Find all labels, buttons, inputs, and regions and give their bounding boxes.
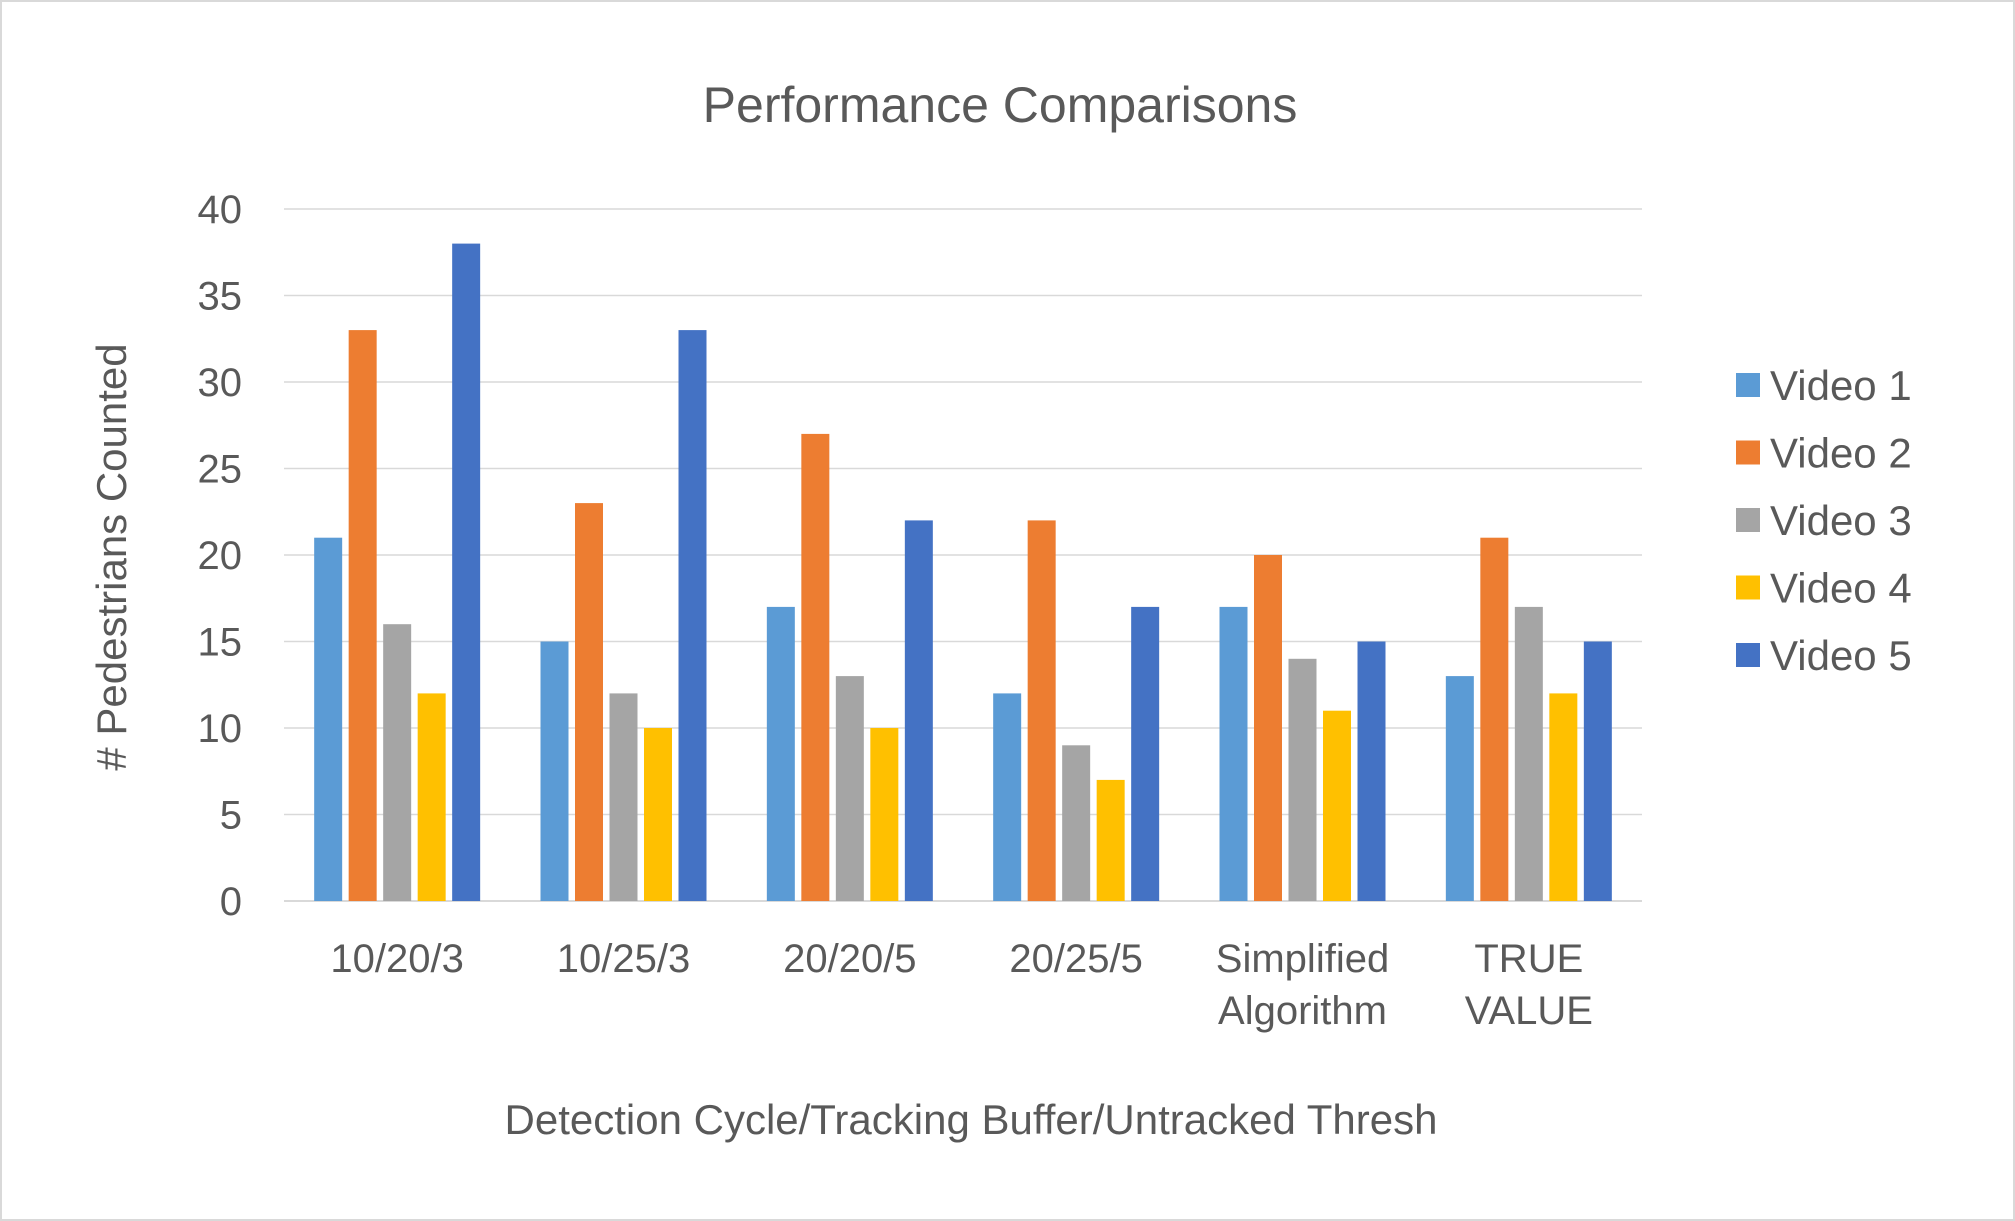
y-tick-label: 0	[220, 880, 242, 924]
y-axis-title: # Pedestrians Counted	[88, 343, 135, 770]
bar-video-2	[1027, 520, 1056, 901]
bar-video-3	[383, 624, 412, 901]
bar-video-4	[870, 728, 899, 901]
x-tick-label: 20/25/5	[1009, 937, 1142, 981]
bar-video-5	[904, 520, 933, 901]
gridlines	[284, 208, 1642, 902]
y-axis-ticks: 0 5 10 15 20 25 30 35 40	[198, 188, 243, 924]
bar-video-1	[540, 641, 569, 901]
legend-swatch	[1736, 575, 1760, 600]
x-tick-label: 10/25/3	[557, 937, 690, 981]
bar-video-2	[1480, 537, 1509, 901]
legend-label: Video 4	[1770, 565, 1912, 612]
bar-video-4	[1549, 693, 1578, 901]
legend-label: Video 5	[1770, 632, 1912, 679]
bar-video-3	[835, 676, 864, 901]
bar-video-1	[1219, 606, 1248, 901]
bar-video-1	[314, 537, 343, 901]
legend-swatch	[1736, 373, 1760, 397]
bar-video-5	[1583, 641, 1612, 901]
x-axis-category-labels: 10/20/3 10/25/3 20/20/5 20/25/5 Simplified Al…	[330, 937, 1593, 1033]
y-tick-label: 40	[198, 188, 243, 232]
bar-video-2	[1254, 555, 1282, 901]
bar-video-5	[452, 243, 481, 902]
bar-video-3	[1062, 745, 1091, 901]
bar-video-4	[1096, 779, 1125, 901]
y-tick-label: 25	[198, 448, 243, 492]
y-tick-label: 35	[198, 275, 243, 319]
y-tick-label: 20	[198, 534, 243, 578]
y-tick-label: 10	[198, 707, 243, 751]
legend-swatch	[1736, 440, 1760, 465]
chart-title: Performance Comparisons	[703, 77, 1298, 133]
bar-video-2	[801, 433, 830, 901]
y-tick-label: 5	[220, 794, 242, 838]
y-tick-label: 30	[198, 361, 243, 405]
x-tick-label: 20/20/5	[783, 937, 916, 981]
legend-swatch	[1736, 643, 1760, 667]
bar-video-1	[1445, 676, 1474, 901]
bar-video-2	[575, 503, 603, 901]
legend: Video 1 Video 2 Video 3 Video 4 Video 5	[1736, 362, 1912, 679]
bar-video-4	[644, 728, 672, 901]
bar-video-5	[1131, 606, 1160, 901]
legend-swatch	[1736, 508, 1760, 532]
bar-video-1	[993, 693, 1022, 901]
bar-video-2	[348, 330, 377, 902]
bar-video-3	[1288, 658, 1317, 901]
legend-label: Video 3	[1770, 497, 1912, 544]
bar-video-4	[417, 693, 446, 901]
bar-video-4	[1323, 710, 1351, 901]
x-tick-label: Simplified	[1216, 937, 1389, 981]
x-tick-label: TRUE	[1474, 937, 1583, 981]
bar-video-3	[1514, 606, 1543, 901]
bar-video-5	[1357, 641, 1386, 901]
bar-video-5	[678, 330, 707, 902]
bar-video-1	[766, 606, 795, 901]
legend-label: Video 2	[1770, 430, 1912, 477]
bar-video-3	[609, 693, 638, 901]
x-tick-label: Algorithm	[1218, 989, 1387, 1033]
legend-label: Video 1	[1770, 362, 1912, 409]
bars	[314, 243, 1612, 902]
x-tick-label: VALUE	[1465, 989, 1593, 1033]
y-tick-label: 15	[198, 621, 243, 665]
x-tick-label: 10/20/3	[330, 937, 463, 981]
x-axis-title: Detection Cycle/Tracking Buffer/Untracke…	[505, 1096, 1438, 1143]
